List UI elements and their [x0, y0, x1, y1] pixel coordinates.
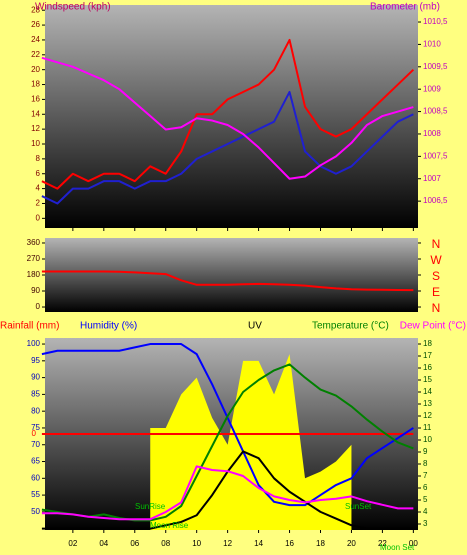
y2-axis-label: Barometer (mb)	[370, 2, 440, 13]
y2-tick-label: 13	[423, 399, 432, 408]
x-tick-label: 14	[254, 539, 263, 548]
y2-tick-label: 1008,5	[423, 107, 448, 116]
y2-tick-label: 14	[423, 387, 432, 396]
y-tick-label: 100	[27, 339, 41, 348]
y2-tick-label: 1008	[423, 129, 441, 138]
y-tick-label: 180	[27, 270, 41, 279]
x-tick-label: 22	[378, 539, 387, 548]
legend-entry: UV	[248, 321, 262, 332]
y2-tick-label: N	[432, 237, 441, 251]
legend-entry: Rainfall (mm)	[0, 321, 59, 332]
y-tick-label: 26	[31, 20, 40, 29]
legend-entry: Dew Point (°C)	[400, 321, 466, 332]
y2-tick-label: 1009,5	[423, 62, 448, 71]
y2-tick-label: 5	[423, 495, 428, 504]
y-tick-label: 80	[31, 406, 40, 415]
annotation: SunSet	[345, 502, 372, 511]
annotation: Moon Set	[380, 543, 415, 552]
y-tick-label: 360	[27, 238, 41, 247]
y2-tick-label: 1009	[423, 84, 441, 93]
x-tick-label: 06	[130, 539, 139, 548]
y2-tick-label: 9	[423, 447, 428, 456]
y-tick-label: 65	[31, 457, 40, 466]
line	[41, 90, 414, 205]
x-tick-label: 18	[316, 539, 325, 548]
y2-tick-label: 15	[423, 375, 432, 384]
y-axis-label: Windspeed (kph)	[35, 2, 111, 13]
y2-tick-label: 7	[423, 471, 428, 480]
plot-area	[45, 238, 418, 312]
y-tick-label: 6	[36, 169, 41, 178]
y2-tick-label: 3	[423, 519, 428, 528]
x-tick-label: 12	[223, 539, 232, 548]
y2-tick-label: 10	[423, 435, 432, 444]
y-tick-label: 0	[36, 302, 41, 311]
y-tick-label: 0	[36, 213, 41, 222]
y2-tick-label: 17	[423, 351, 432, 360]
annotation: SunRise	[135, 502, 166, 511]
line	[41, 56, 414, 180]
y-tick-label: 50	[31, 507, 40, 516]
y-tick-label: 12	[31, 124, 40, 133]
x-tick-label: 08	[161, 539, 170, 548]
y2-tick-label: 1010	[423, 40, 441, 49]
y2-tick-label: 18	[423, 339, 432, 348]
x-tick-label: 20	[347, 539, 356, 548]
y-tick-label: 16	[31, 95, 40, 104]
y-tick-label: 95	[31, 356, 40, 365]
annotation: Moon Rise	[150, 521, 189, 530]
y2-tick-label: 1007	[423, 174, 441, 183]
plot-area	[45, 5, 418, 228]
y2-tick-label: E	[432, 285, 440, 299]
y2-tick-label: 8	[423, 459, 428, 468]
y2-tick-label: 11	[423, 423, 432, 432]
y2-tick-label: S	[432, 269, 440, 283]
y-tick-label: 70	[31, 440, 40, 449]
y-tick-label: 270	[27, 254, 41, 263]
y2-tick-label: 1006,5	[423, 196, 448, 205]
y2-tick-label: 1010,5	[423, 17, 448, 26]
y-tick-label: 90	[31, 286, 40, 295]
y2-tick-label: 12	[423, 411, 432, 420]
y-tick-label: 8	[36, 154, 41, 163]
legend-entry: Humidity (%)	[80, 321, 137, 332]
y-tick-label: 18	[31, 80, 40, 89]
x-tick-label: 00	[409, 539, 418, 548]
y-tick-label: 22	[31, 50, 40, 59]
y2-tick-label: 4	[423, 507, 428, 516]
line	[41, 363, 414, 522]
y2-tick-label: N	[432, 301, 441, 315]
area	[150, 354, 352, 530]
legend-entry: Temperature (°C)	[312, 321, 389, 332]
y-tick-label: 75	[31, 423, 40, 432]
line	[41, 270, 414, 292]
y-tick-label: 10	[31, 139, 40, 148]
y-tick-label: 24	[31, 35, 40, 44]
y2-tick-label: 1007,5	[423, 151, 448, 160]
x-tick-label: 04	[99, 539, 108, 548]
y-tick-label: 55	[31, 490, 40, 499]
y2-tick-label: 16	[423, 363, 432, 372]
y-tick-label: 2	[36, 199, 41, 208]
y2-tick-label: 6	[423, 483, 428, 492]
y3-tick-label: 0	[32, 429, 37, 438]
x-tick-label: 16	[285, 539, 294, 548]
y-tick-label: 4	[36, 184, 41, 193]
x-tick-label: 10	[192, 539, 201, 548]
line	[41, 38, 415, 190]
y-tick-label: 14	[31, 109, 40, 118]
y-tick-label: 28	[31, 5, 40, 14]
y2-tick-label: W	[430, 253, 442, 267]
y-tick-label: 20	[31, 65, 40, 74]
y-tick-label: 90	[31, 373, 40, 382]
line	[41, 465, 414, 521]
y-tick-label: 85	[31, 390, 40, 399]
y-tick-label: 60	[31, 473, 40, 482]
x-tick-label: 02	[68, 539, 77, 548]
